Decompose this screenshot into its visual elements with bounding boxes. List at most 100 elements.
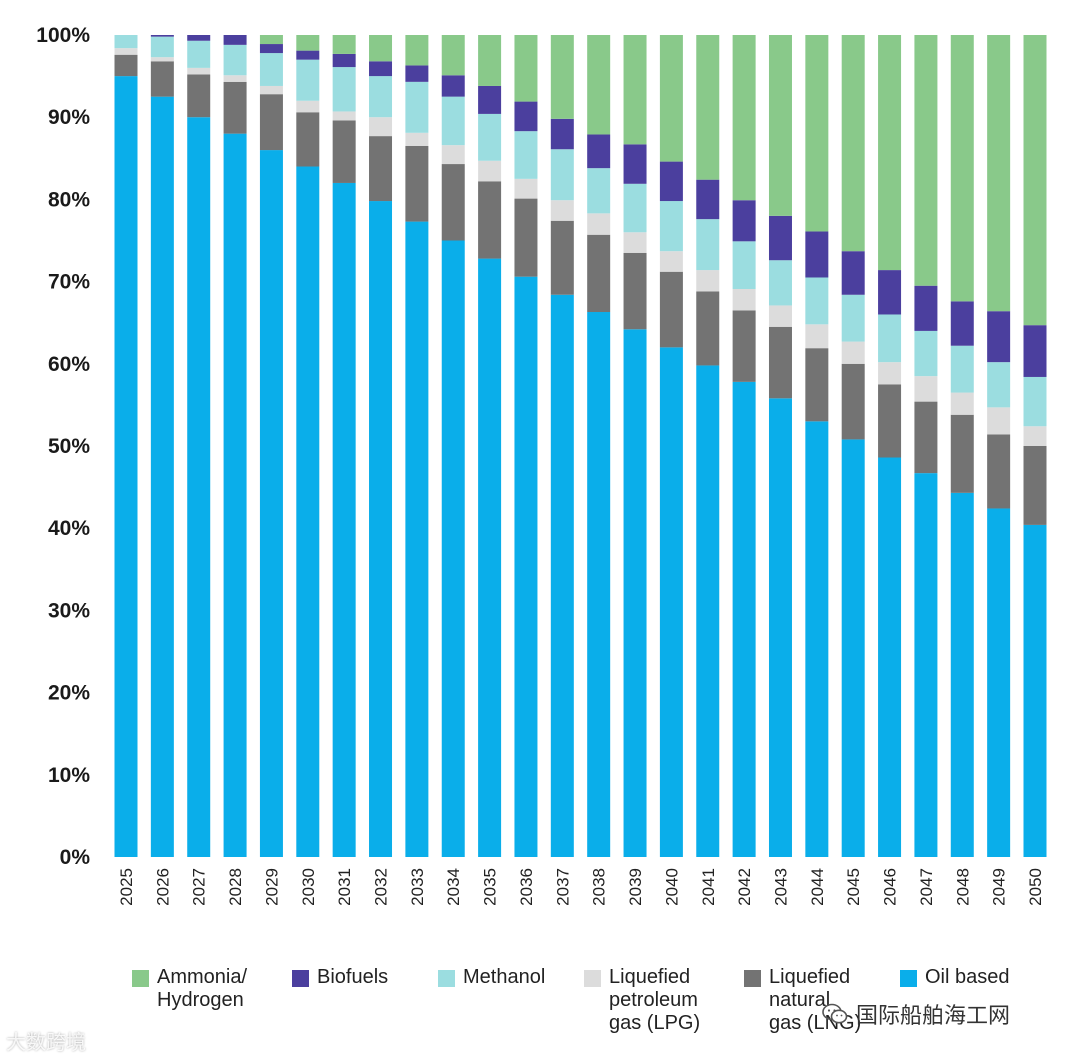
bar-segment-biofuels-2048 [950,301,974,346]
legend-item: Biofuels [292,966,388,989]
bar-segment-methanol-2040 [659,201,683,252]
bar-segment-ammonia-hydrogen-2040 [659,35,683,162]
bar-segment-ammonia-hydrogen-2043 [768,35,792,216]
bar-segment-methanol-2029 [259,53,283,86]
bar-segment-oil-based-2034 [441,240,465,857]
bar-segment-biofuels-2040 [659,161,683,202]
legend-swatch [900,970,917,987]
bar-segment-oil-based-2048 [950,492,974,857]
bar-segment-liquefied-petroleum-gas-lpg-2033 [405,132,429,146]
bar-segment-ammonia-hydrogen-2046 [878,35,902,271]
bar-segment-oil-based-2045 [841,439,865,857]
legend-label: Methanol [463,966,546,988]
bar-segment-liquefied-natural-gas-lng-2027 [187,74,211,118]
bar-segment-oil-based-2030 [296,166,320,857]
x-tick-label: 2026 [153,868,172,906]
bar-segment-oil-based-2046 [878,457,902,857]
y-tick-label: 0% [60,846,91,869]
bar-segment-oil-based-2043 [768,398,792,857]
bar-segment-liquefied-petroleum-gas-lpg-2049 [987,407,1011,435]
bar-segment-liquefied-natural-gas-lng-2041 [696,291,720,366]
bar-segment-liquefied-natural-gas-lng-2038 [587,234,611,313]
bar-segment-ammonia-hydrogen-2045 [841,35,865,252]
bar-segment-liquefied-natural-gas-lng-2033 [405,145,429,222]
bar-segment-liquefied-natural-gas-lng-2030 [296,112,320,167]
bar-segment-methanol-2033 [405,81,429,133]
bar-segment-biofuels-2044 [805,231,829,278]
bar-segment-liquefied-natural-gas-lng-2031 [332,120,356,183]
bar-segment-liquefied-natural-gas-lng-2028 [223,81,247,134]
bar-segment-liquefied-petroleum-gas-lpg-2047 [914,376,938,402]
bar-segment-methanol-2041 [696,219,720,271]
y-tick-label: 90% [48,106,90,129]
legend-item: Oil based [900,966,1010,989]
bar-segment-biofuels-2049 [987,311,1011,363]
bar-segment-ammonia-hydrogen-2048 [950,35,974,302]
bar-segment-oil-based-2031 [332,182,356,857]
x-tick-label: 2025 [117,868,136,906]
bar-segment-oil-based-2037 [550,294,574,857]
bar-segment-liquefied-natural-gas-lng-2025 [114,54,138,77]
bar-segment-liquefied-petroleum-gas-lpg-2048 [950,392,974,415]
bar-segment-ammonia-hydrogen-2038 [587,35,611,135]
bar-segment-methanol-2038 [587,168,611,214]
bar-segment-methanol-2026 [150,36,174,58]
bar-segment-methanol-2032 [369,76,393,118]
x-tick-label: 2036 [517,868,536,906]
bar-segment-biofuels-2029 [259,44,283,54]
bar-segment-methanol-2042 [732,241,756,289]
bar-segment-methanol-2050 [1023,376,1047,427]
x-tick-label: 2043 [771,868,790,906]
bar-segment-methanol-2036 [514,131,538,179]
bar-segment-methanol-2045 [841,294,865,342]
bar-segment-liquefied-natural-gas-lng-2044 [805,348,829,422]
legend-label: Liquefied petroleum gas (LPG) [609,966,701,1034]
y-tick-label: 10% [48,764,90,787]
x-axis: 2025 2026 2027 2028 2029 2030 2031 2032 2033 2034… [117,868,1045,906]
bar-segment-liquefied-natural-gas-lng-2046 [878,384,902,458]
legend-swatch [292,970,309,987]
wechat-icon [822,1003,848,1024]
bar-segment-oil-based-2026 [150,96,174,857]
x-tick-label: 2042 [735,868,754,906]
bar-segment-biofuels-2045 [841,251,865,295]
bar-segment-liquefied-petroleum-gas-lpg-2045 [841,341,865,364]
bar-segment-liquefied-petroleum-gas-lpg-2027 [187,67,211,75]
bar-segment-liquefied-petroleum-gas-lpg-2050 [1023,426,1047,446]
bar-segment-ammonia-hydrogen-2030 [296,35,320,51]
y-tick-label: 40% [48,517,90,540]
bar-segment-liquefied-natural-gas-lng-2048 [950,414,974,493]
bar-segment-oil-based-2032 [369,201,393,858]
x-tick-label: 2028 [226,868,245,906]
bar-segment-biofuels-2034 [441,75,465,97]
bar-segment-liquefied-petroleum-gas-lpg-2035 [478,160,502,182]
bar-segment-biofuels-2032 [369,61,393,77]
bar-segment-biofuels-2026 [150,35,174,37]
bar-segment-ammonia-hydrogen-2044 [805,35,829,232]
bar-segment-liquefied-petroleum-gas-lpg-2032 [369,117,393,137]
bar-segment-ammonia-hydrogen-2049 [987,35,1011,312]
bar-segment-ammonia-hydrogen-2035 [478,35,502,86]
bar-segment-liquefied-petroleum-gas-lpg-2025 [114,48,138,55]
y-tick-label: 70% [48,271,90,294]
bar-segment-ammonia-hydrogen-2042 [732,35,756,201]
legend-item: Methanol [438,966,545,989]
bar-segment-biofuels-2042 [732,200,756,242]
bar-segment-biofuels-2031 [332,53,356,68]
legend-label: Oil based [925,966,1010,988]
x-tick-label: 2040 [662,868,681,906]
y-tick-label: 100% [36,24,90,47]
bar-segment-liquefied-petroleum-gas-lpg-2031 [332,111,356,121]
y-axis: 0% 10% 20% 30% 40% 50% 60% 70% 80% 90% 100% [36,24,90,869]
x-tick-label: 2037 [553,868,572,906]
x-tick-label: 2039 [626,868,645,906]
bar-segment-liquefied-petroleum-gas-lpg-2030 [296,100,320,113]
legend-swatch [744,970,761,987]
bar-segment-biofuels-2033 [405,65,429,82]
bar-segment-methanol-2039 [623,183,647,233]
bar-segment-oil-based-2029 [259,150,283,857]
bar-segment-liquefied-petroleum-gas-lpg-2044 [805,324,829,349]
bar-segment-ammonia-hydrogen-2036 [514,35,538,102]
bar-segment-liquefied-petroleum-gas-lpg-2038 [587,213,611,235]
x-tick-label: 2049 [990,868,1009,906]
